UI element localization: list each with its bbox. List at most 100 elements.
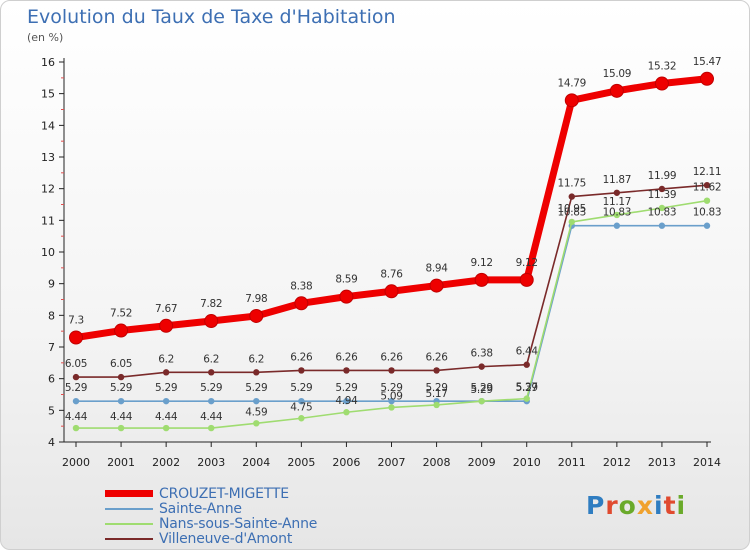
x-tick-label: 2000 — [62, 456, 90, 469]
x-tick-label: 2010 — [513, 456, 541, 469]
data-label: 9.12 — [471, 257, 493, 269]
data-label: 5.29 — [290, 382, 312, 394]
x-tick-label: 2004 — [242, 456, 270, 469]
series-point-1 — [72, 397, 80, 405]
data-label: 5.29 — [471, 382, 493, 394]
logo-letter: o — [618, 491, 637, 520]
y-tick-label: 5 — [48, 404, 55, 417]
data-label: 7.52 — [110, 308, 132, 320]
series-point-1 — [117, 397, 125, 405]
data-label: 4.44 — [65, 411, 88, 423]
data-label: 7.82 — [200, 298, 222, 310]
legend-label-sainte-anne: Sainte-Anne — [159, 500, 242, 517]
data-label: 7.3 — [68, 315, 84, 327]
series-point-0 — [474, 272, 489, 287]
series-point-2 — [433, 401, 440, 409]
series-point-0 — [249, 308, 264, 323]
legend-swatch-nans-sous-sainte-anne — [105, 522, 153, 525]
series-point-2 — [523, 395, 530, 402]
data-label: 8.38 — [290, 280, 312, 292]
data-label: 15.32 — [648, 61, 677, 73]
series-point-3 — [703, 181, 711, 189]
x-tick-label: 2001 — [107, 456, 135, 469]
x-tick-label: 2012 — [603, 456, 631, 469]
legend-label-villeneuve-d-amont: Villeneuve-d'Amont — [159, 530, 293, 547]
series-point-0 — [700, 71, 714, 86]
series-point-3 — [117, 373, 125, 381]
series-point-2 — [703, 197, 711, 204]
y-tick-label: 9 — [48, 278, 55, 291]
series-point-2 — [388, 404, 395, 411]
series-point-2 — [72, 424, 80, 432]
data-label: 9.12 — [516, 257, 538, 269]
data-label: 6.26 — [425, 351, 448, 363]
data-label: 5.29 — [471, 384, 493, 396]
logo-letter: P — [586, 491, 606, 520]
data-label: 5.29 — [200, 382, 222, 394]
series-point-2 — [658, 204, 666, 212]
data-label: 5.37 — [516, 382, 538, 394]
x-tick-label: 2013 — [648, 456, 676, 469]
y-tick-label: 10 — [41, 246, 55, 259]
x-tick-label: 2014 — [693, 456, 721, 469]
data-label: 4.59 — [245, 406, 267, 418]
data-label: 4.75 — [290, 401, 312, 413]
series-point-3 — [613, 189, 621, 196]
data-label: 5.29 — [245, 382, 267, 394]
series-point-3 — [523, 361, 530, 368]
y-tick-label: 8 — [48, 309, 55, 322]
data-label: 6.26 — [335, 351, 358, 363]
series-layer — [69, 71, 714, 432]
chart-title: Evolution du Taux de Taxe d'Habitation — [27, 6, 396, 28]
data-label: 6.2 — [203, 353, 219, 365]
legend-item-sainte-anne: Sainte-Anne — [105, 500, 317, 517]
data-label: 5.09 — [380, 390, 402, 402]
series-point-0 — [204, 314, 219, 329]
series-point-0 — [159, 318, 174, 333]
data-label: 6.26 — [380, 351, 403, 363]
x-tick-label: 2008 — [423, 456, 451, 469]
legend-item-villeneuve-d-amont: Villeneuve-d'Amont — [105, 530, 317, 547]
data-label: 11.62 — [693, 182, 722, 194]
x-tick-label: 2009 — [468, 456, 496, 469]
data-label: 5.29 — [516, 382, 538, 394]
logo-letter: r — [605, 491, 619, 520]
data-label: 11.39 — [648, 189, 677, 201]
data-label: 8.76 — [380, 268, 403, 280]
series-point-0 — [114, 323, 129, 338]
data-label: 10.83 — [603, 207, 632, 219]
logo-letter: x — [636, 491, 654, 520]
data-label: 8.94 — [425, 263, 448, 275]
data-label: 15.09 — [603, 68, 632, 80]
y-tick-label: 16 — [41, 56, 55, 69]
series-point-1 — [253, 397, 260, 405]
data-label: 7.98 — [245, 293, 267, 305]
data-labels: 7.3 7.52 7.67 7.82 7.98 8.38 8.59 8.76 8.94 9.12 9… — [65, 56, 722, 423]
y-tick-label: 15 — [41, 88, 55, 101]
x-tick-label: 2007 — [378, 456, 406, 469]
series-point-0 — [519, 272, 534, 287]
x-tick-label: 2006 — [332, 456, 360, 469]
series-point-0 — [294, 296, 309, 311]
data-label: 5.29 — [425, 382, 447, 394]
series-point-0 — [609, 83, 624, 98]
y-tick-label: 13 — [41, 151, 55, 164]
series-point-1 — [658, 222, 666, 229]
data-label: 11.75 — [558, 178, 587, 190]
data-label: 5.29 — [110, 382, 132, 394]
logo-letter: i — [654, 491, 664, 520]
data-label: 4.44 — [155, 411, 178, 423]
data-label: 6.2 — [248, 353, 264, 365]
data-label: 14.79 — [558, 77, 587, 89]
legend-label-crouzet-migette: CROUZET-MIGETTE — [159, 485, 289, 502]
data-label: 5.29 — [65, 382, 87, 394]
series-point-3 — [343, 367, 350, 374]
data-label: 10.83 — [693, 207, 722, 219]
x-tick-label: 2011 — [558, 456, 586, 469]
series-point-2 — [298, 415, 305, 422]
series-point-1 — [298, 397, 305, 405]
series-point-2 — [162, 424, 170, 432]
series-point-3 — [162, 369, 170, 376]
legend-label-nans-sous-sainte-anne: Nans-sous-Sainte-Anne — [159, 515, 318, 532]
